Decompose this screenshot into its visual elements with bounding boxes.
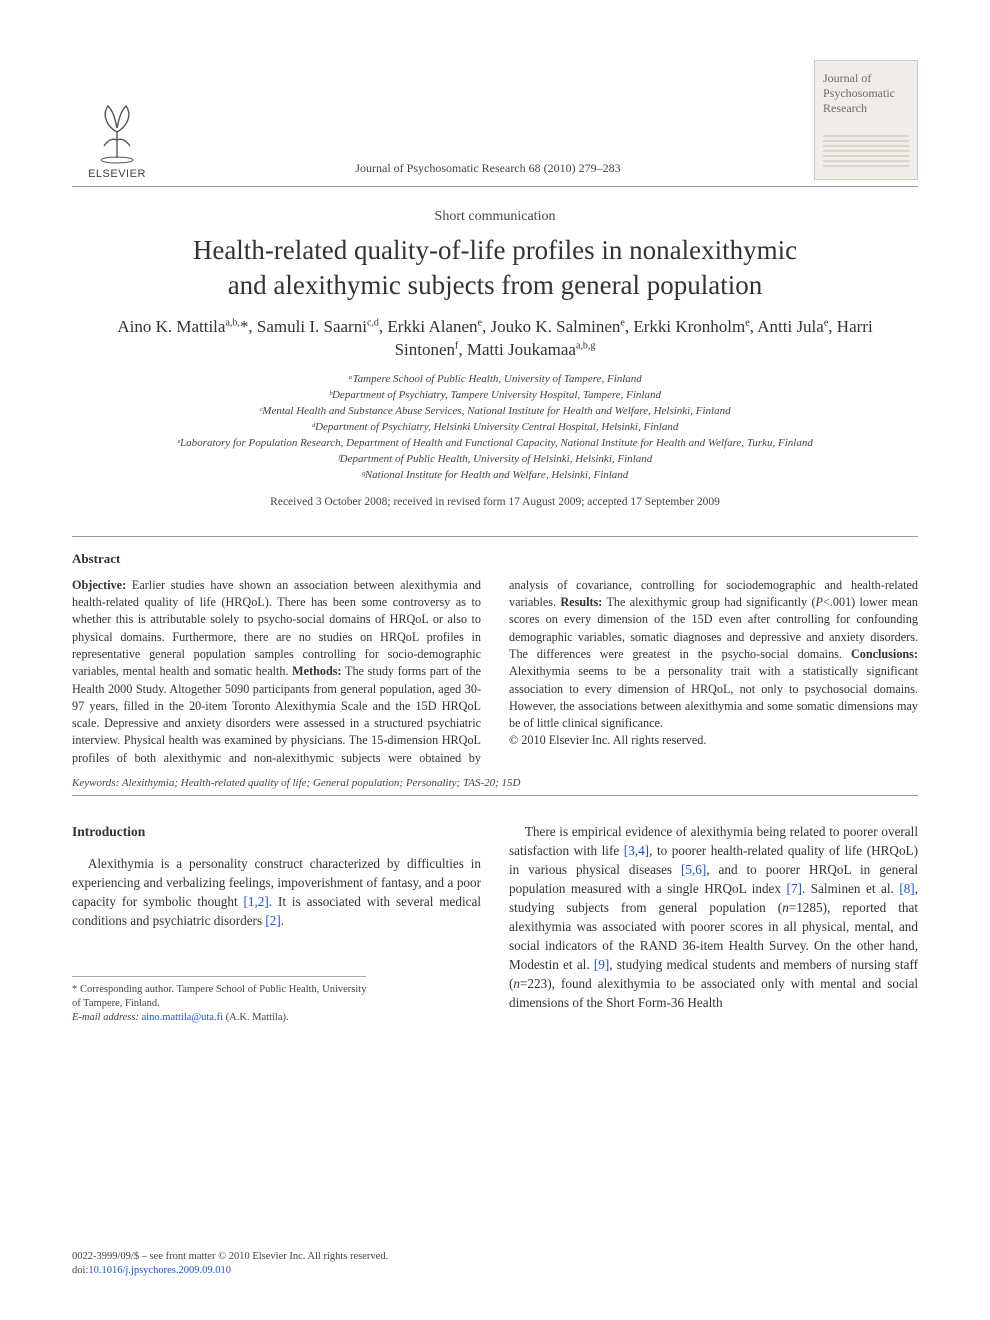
article-body: Introduction Alexithymia is a personalit…: [72, 822, 918, 1025]
divider: [72, 536, 918, 537]
intro-para-2: There is empirical evidence of alexithym…: [509, 822, 918, 1012]
abstract-body: Objective: Earlier studies have shown an…: [72, 577, 918, 768]
abstract-copyright: © 2010 Elsevier Inc. All rights reserved…: [509, 733, 706, 747]
journal-cover-title: Journal of Psychosomatic Research: [823, 71, 895, 115]
email-attribution: (A.K. Mattila).: [226, 1012, 289, 1023]
title-line-1: Health-related quality-of-life profiles …: [193, 235, 797, 265]
affiliation: ᶜMental Health and Substance Abuse Servi…: [72, 404, 918, 420]
affiliation-list: ᵃTampere School of Public Health, Univer…: [72, 372, 918, 484]
title-line-2: and alexithymic subjects from general po…: [228, 270, 763, 300]
corresponding-text: * Corresponding author. Tampere School o…: [72, 983, 366, 1011]
keywords-text: Alexithymia; Health-related quality of l…: [122, 777, 521, 789]
keywords-line: Keywords: Alexithymia; Health-related qu…: [72, 777, 918, 789]
author-list: Aino K. Mattilaa,b,*, Samuli I. Saarnic,…: [92, 316, 898, 362]
page-header: ELSEVIER Journal of Psychosomatic Resear…: [72, 60, 918, 187]
abstract-heading: Abstract: [72, 551, 918, 567]
elsevier-tree-icon: [84, 100, 150, 164]
corresponding-email-link[interactable]: aino.mattila@uta.fi: [142, 1012, 223, 1023]
corresponding-author-footnote: * Corresponding author. Tampere School o…: [72, 976, 366, 1026]
doi-link[interactable]: 10.1016/j.jpsychores.2009.09.010: [88, 1265, 231, 1276]
doi-label: doi:: [72, 1265, 88, 1276]
journal-cover-thumb: Journal of Psychosomatic Research: [814, 60, 918, 180]
doi-line: doi:10.1016/j.jpsychores.2009.09.010: [72, 1264, 388, 1278]
section-heading-introduction: Introduction: [72, 822, 481, 841]
article-type: Short communication: [72, 209, 918, 225]
journal-reference: Journal of Psychosomatic Research 68 (20…: [162, 161, 814, 180]
front-matter-line: 0022-3999/09/$ – see front matter © 2010…: [72, 1250, 388, 1264]
affiliation: ᵉLaboratory for Population Research, Dep…: [72, 436, 918, 452]
abstract-text: Objective: Earlier studies have shown an…: [72, 578, 918, 765]
affiliation: ᶠDepartment of Public Health, University…: [72, 452, 918, 468]
article-title: Health-related quality-of-life profiles …: [102, 233, 888, 302]
article-dates: Received 3 October 2008; received in rev…: [72, 496, 918, 508]
email-label: E-mail address:: [72, 1012, 139, 1023]
publisher-name: ELSEVIER: [88, 168, 146, 180]
abstract-section: Abstract Objective: Earlier studies have…: [72, 551, 918, 768]
publisher-logo: ELSEVIER: [72, 100, 162, 180]
affiliation: ᵃTampere School of Public Health, Univer…: [72, 372, 918, 388]
affiliation: ᵇDepartment of Psychiatry, Tampere Unive…: [72, 388, 918, 404]
page-footer: 0022-3999/09/$ – see front matter © 2010…: [72, 1250, 388, 1278]
intro-para-1: Alexithymia is a personality construct c…: [72, 854, 481, 930]
divider: [72, 795, 918, 796]
corresponding-email-line: E-mail address: aino.mattila@uta.fi (A.K…: [72, 1011, 366, 1025]
keywords-label: Keywords:: [72, 777, 119, 789]
affiliation: ᵍNational Institute for Health and Welfa…: [72, 468, 918, 484]
affiliation: ᵈDepartment of Psychiatry, Helsinki Univ…: [72, 420, 918, 436]
